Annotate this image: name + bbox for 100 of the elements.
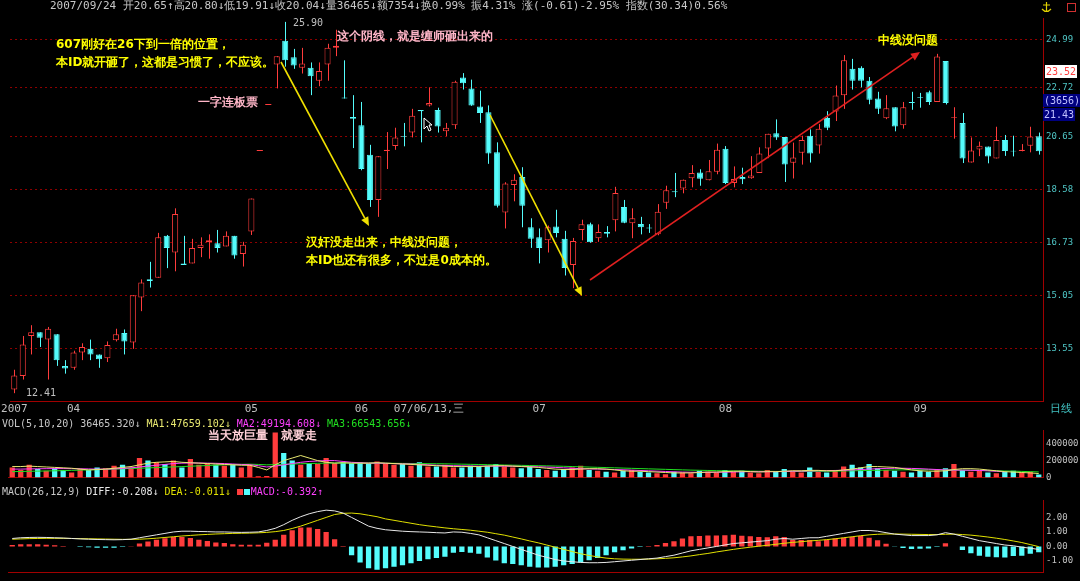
y-tick-label: 24.99 xyxy=(1046,34,1074,45)
legend-label: MACD:-0.392↑ xyxy=(250,486,324,497)
y-tick-label: 1.00 xyxy=(1046,526,1068,537)
candlestick xyxy=(883,94,890,120)
bar xyxy=(586,469,592,478)
bar xyxy=(510,546,516,564)
annotation: 一字连板票 xyxy=(198,94,258,111)
bar xyxy=(654,473,660,478)
candlestick xyxy=(1001,134,1008,157)
bar xyxy=(849,536,855,547)
text: 23.52 xyxy=(1045,65,1078,78)
bar xyxy=(756,473,762,478)
y-tick-label: 13.55 xyxy=(1046,343,1074,354)
y-tick-label: 200000 xyxy=(1046,454,1079,465)
bar xyxy=(900,471,906,478)
bar xyxy=(459,467,465,478)
bar xyxy=(637,471,643,478)
annotation: 本ID也还有很多，不过是0成本的。 xyxy=(306,252,497,269)
bar xyxy=(187,538,194,547)
bar xyxy=(425,546,431,560)
candlestick xyxy=(536,227,543,264)
candlestick xyxy=(586,222,594,244)
bar xyxy=(281,534,287,547)
candlestick xyxy=(629,207,636,239)
x-tick-label: 07 xyxy=(532,402,546,416)
bar xyxy=(213,542,219,547)
bar xyxy=(620,546,626,551)
candlestick xyxy=(570,237,577,289)
bar xyxy=(993,473,999,478)
bar xyxy=(196,539,202,547)
candlestick xyxy=(578,219,585,241)
bar xyxy=(298,464,304,478)
annotation: 这个阴线，就是缠师砸出来的 xyxy=(337,28,493,45)
bar xyxy=(145,541,151,547)
candlestick xyxy=(900,101,907,130)
y-tick-label: 0 xyxy=(1046,471,1052,482)
bar xyxy=(917,470,923,478)
bar xyxy=(315,529,321,547)
candlestick xyxy=(299,47,306,75)
candlestick xyxy=(891,106,898,132)
bar xyxy=(467,546,473,553)
bar xyxy=(874,540,881,547)
bar xyxy=(611,546,618,553)
bar xyxy=(925,546,932,549)
candlestick xyxy=(214,229,221,253)
candlestick xyxy=(282,21,289,68)
bar xyxy=(688,536,694,547)
bar xyxy=(501,546,507,564)
y-tick-label: 15.05 xyxy=(1046,290,1074,301)
candlestick xyxy=(392,127,399,151)
y-tick-label: 16.73 xyxy=(1046,236,1074,247)
candlestick xyxy=(197,236,204,258)
bar xyxy=(425,466,431,478)
bar xyxy=(323,531,329,547)
candlestick xyxy=(28,324,35,355)
candlestick xyxy=(434,107,441,134)
candlestick xyxy=(790,142,797,179)
candlestick xyxy=(798,135,805,166)
bar xyxy=(484,546,490,558)
bar xyxy=(985,546,991,557)
x-tick-label: 2007 xyxy=(1,402,28,416)
candlestick xyxy=(1035,132,1042,156)
candlestick xyxy=(45,326,52,381)
bar xyxy=(713,535,720,547)
annotation: 607刚好在26下到一倍的位置， xyxy=(56,36,230,53)
candlestick xyxy=(409,108,416,138)
annotation: 中线没问题 xyxy=(878,32,938,49)
text: DIFF:-0.208↓ xyxy=(86,486,159,497)
candlestick xyxy=(967,136,975,164)
candlestick xyxy=(815,123,822,155)
bar xyxy=(1010,546,1016,557)
bar xyxy=(391,546,397,567)
bar xyxy=(696,536,703,547)
bar xyxy=(442,546,448,557)
bar xyxy=(382,546,389,569)
candlestick xyxy=(468,79,475,107)
candlestick xyxy=(510,173,517,202)
annotation: 当天放巨量 xyxy=(208,427,268,444)
bar xyxy=(620,470,626,478)
bar xyxy=(908,546,915,550)
bar xyxy=(671,541,677,547)
candlestick xyxy=(273,55,280,89)
bar xyxy=(1002,546,1008,558)
bar xyxy=(306,527,312,547)
candlestick xyxy=(87,339,94,361)
bar xyxy=(289,530,295,547)
candlestick xyxy=(857,65,865,88)
y-tick-label: 2.00 xyxy=(1046,511,1068,522)
y-tick-label: 20.65 xyxy=(1046,130,1074,141)
candlestick xyxy=(807,128,814,164)
bar xyxy=(298,527,304,547)
bar xyxy=(968,471,974,478)
y-tick-label: -1.00 xyxy=(1046,555,1074,566)
candlestick xyxy=(713,143,721,175)
bar xyxy=(917,546,923,549)
text: DEA:-0.011↓ xyxy=(164,486,231,497)
y-tick-label: 0.00 xyxy=(1046,540,1068,551)
bar xyxy=(527,546,533,567)
text: (3656) xyxy=(1043,94,1080,107)
chart-title: 2007/09/24 开20.65↑高20.80↓低19.91↓收20.04↓量36465↓额7354↓换0.99% 振4.31% 涨(-0.61)-2.95% 指数(30.34)0.56% xyxy=(50,0,728,12)
